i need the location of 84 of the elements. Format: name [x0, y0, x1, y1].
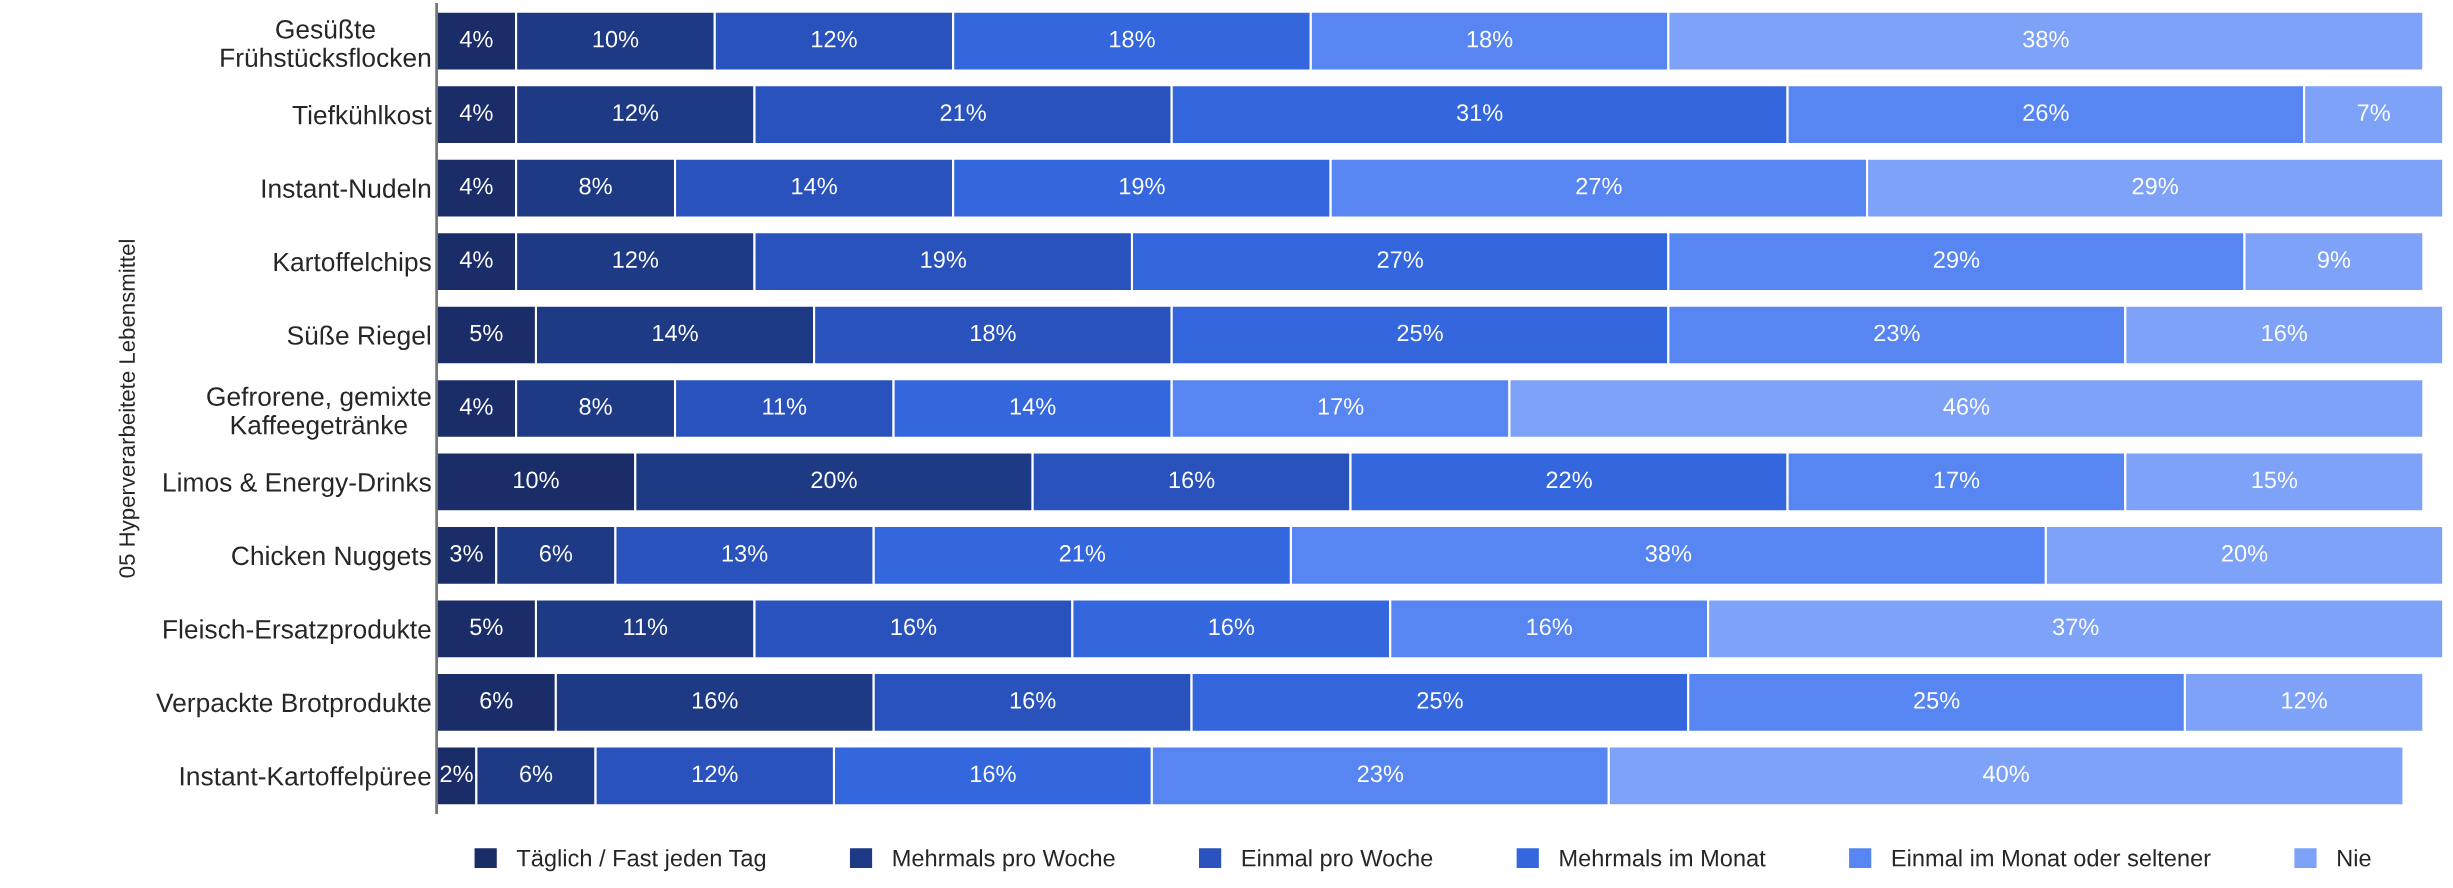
data-label: 11%: [763, 398, 807, 415]
y-tick-label: Kartoffelchips: [274, 251, 431, 277]
data-label: 16%: [1209, 618, 1255, 636]
data-label: 12%: [613, 104, 659, 121]
data-label: 16%: [1010, 691, 1056, 709]
data-label: 17%: [1934, 471, 1980, 489]
data-label: 18%: [1110, 30, 1155, 48]
data-label: 20%: [811, 471, 857, 489]
data-label: 5%: [470, 324, 503, 342]
data-label: 18%: [971, 324, 1016, 342]
data-label: 19%: [921, 251, 967, 268]
data-label: 6%: [539, 545, 573, 562]
data-label: 14%: [792, 177, 837, 195]
data-label: 27%: [1377, 251, 1423, 268]
data-label: 14%: [1010, 398, 1056, 415]
legend-label: Mehrmals im Monat: [1560, 849, 1766, 867]
legend-label: Mehrmals pro Woche: [893, 849, 1115, 872]
data-label: 7%: [2357, 104, 2390, 121]
data-label: 38%: [2023, 30, 2069, 48]
data-label: 10%: [593, 30, 639, 48]
data-label: 10%: [514, 471, 559, 489]
y-tick-label: Gesüßte Frühstücksflocken: [221, 19, 431, 68]
data-label: 4%: [459, 104, 493, 121]
data-label: 14%: [653, 324, 698, 342]
data-label: 4%: [459, 398, 493, 415]
data-label: 23%: [1357, 765, 1404, 783]
data-label: 3%: [450, 545, 483, 562]
data-label: 4%: [459, 251, 493, 268]
y-tick-label: Instant-Nudeln: [262, 178, 431, 198]
data-label: 9%: [2317, 251, 2351, 268]
data-label: 6%: [520, 765, 553, 783]
data-label: 16%: [971, 765, 1016, 783]
y-tick-label: Tiefkühlkost: [292, 105, 432, 125]
data-label: 16%: [1527, 618, 1572, 636]
data-label: 29%: [1934, 251, 1980, 268]
data-label: 20%: [2222, 545, 2268, 562]
data-label: 2%: [440, 765, 473, 783]
data-label: 21%: [940, 104, 986, 121]
data-label: 16%: [692, 691, 738, 709]
data-label: 25%: [1397, 324, 1443, 342]
data-label: 13%: [722, 545, 768, 562]
data-label: 40%: [1983, 765, 2029, 783]
data-label: 18%: [1467, 30, 1513, 48]
y-tick-label: Instant-Kartoffelpüree: [180, 766, 431, 791]
data-label: 11%: [624, 618, 668, 636]
data-label: 12%: [812, 30, 857, 48]
data-label: 5%: [470, 618, 503, 636]
data-label: 31%: [1456, 104, 1503, 121]
y-tick-label: Gefrorene, gemixte Kaffeegetränke: [207, 386, 431, 440]
data-label: 38%: [1645, 545, 1692, 562]
data-label: 25%: [1417, 691, 1463, 709]
legend-label: Nie: [2338, 849, 2371, 867]
legend-label: Einmal pro Woche: [1242, 849, 1433, 872]
data-label: 37%: [2052, 618, 2099, 636]
data-label: 21%: [1059, 545, 1106, 562]
data-label: 4%: [459, 30, 493, 48]
data-label: 23%: [1874, 324, 1920, 342]
data-label: 27%: [1576, 177, 1622, 195]
data-label: 16%: [2262, 324, 2308, 342]
y-tick-label: Limos & Energy-Drinks: [164, 472, 431, 497]
data-label: 22%: [1546, 471, 1592, 489]
data-label: 25%: [1914, 691, 1960, 709]
y-axis-title: 05 Hyperverarbeitete Lebensmittel: [118, 240, 140, 578]
data-label: 12%: [613, 251, 659, 268]
data-label: 26%: [2023, 104, 2069, 121]
legend-label: Täglich / Fast jeden Tag: [516, 849, 766, 872]
data-label: 6%: [480, 691, 513, 709]
data-label: 8%: [579, 398, 612, 415]
legend-label: Einmal im Monat oder seltener: [1892, 849, 2211, 867]
data-label: 4%: [459, 177, 493, 195]
data-label: 8%: [579, 177, 612, 195]
data-label: 46%: [1943, 398, 1990, 415]
y-tick-label: Chicken Nuggets: [232, 545, 431, 571]
data-label: 12%: [2282, 691, 2327, 709]
data-label: 19%: [1120, 177, 1165, 195]
data-label: 12%: [692, 765, 738, 783]
data-label: 15%: [2252, 471, 2298, 489]
y-tick-label: Fleisch-Ersatzprodukte: [164, 619, 431, 644]
y-tick-label: Süße Riegel: [287, 325, 431, 351]
data-label: 16%: [891, 618, 937, 636]
data-label: 29%: [2132, 177, 2178, 195]
y-tick-label: Verpackte Brotprodukte: [156, 692, 431, 718]
data-label: 16%: [1169, 471, 1215, 489]
data-label: 17%: [1318, 398, 1364, 415]
